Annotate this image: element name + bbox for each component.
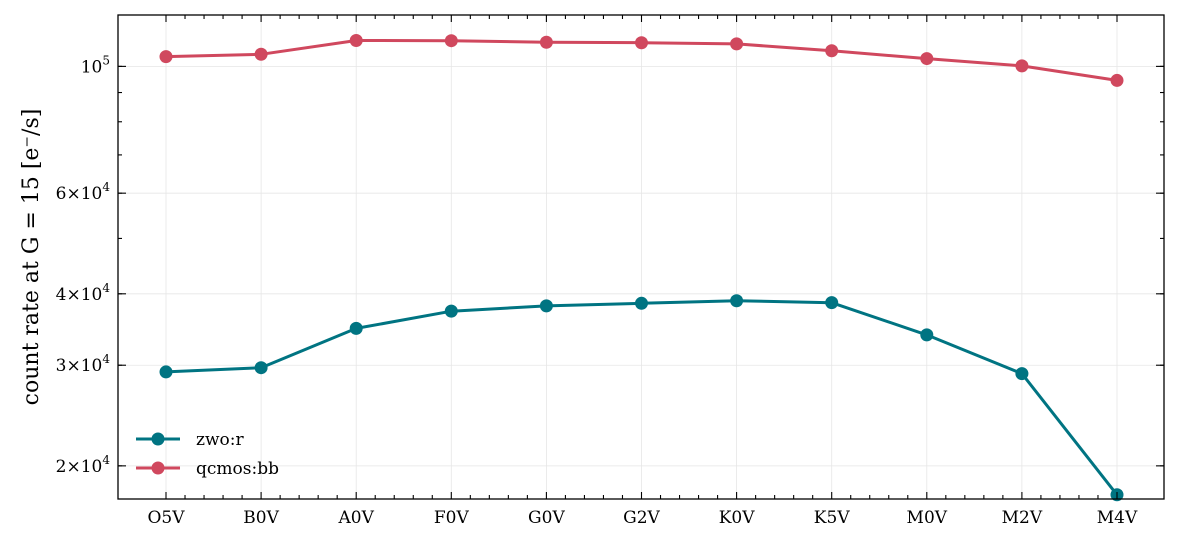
legend: zwo:r qcmos:bb (136, 430, 279, 479)
x-tick-label: K0V (719, 508, 756, 528)
data-point (825, 296, 839, 310)
data-point (920, 328, 934, 342)
x-tick-label: K5V (814, 508, 851, 528)
data-point (1015, 367, 1029, 381)
data-point (920, 52, 934, 66)
y-tick-label: 105 (81, 53, 110, 77)
x-tick-label: M4V (1097, 508, 1138, 528)
x-tick-label: M2V (1002, 508, 1043, 528)
y-tick-label: 6×104 (56, 180, 111, 204)
legend-marker (151, 461, 165, 475)
data-point (254, 361, 268, 375)
grid (118, 15, 1164, 499)
y-tick-label: 4×104 (56, 281, 111, 305)
legend-label: qcmos:bb (196, 459, 279, 479)
data-point (539, 299, 553, 313)
x-tick-label: O5V (147, 508, 185, 528)
data-point (444, 34, 458, 48)
x-tick-label: M0V (907, 508, 948, 528)
data-point (1110, 73, 1124, 87)
axis-ticks: O5V B0V A0V F0V G0V G2V K0V K5V M0V M2V M4V 2×104 3×… (56, 15, 1164, 528)
data-point (349, 321, 363, 335)
plot-frame (117, 14, 1165, 500)
data-point (1015, 59, 1029, 73)
data-point (730, 294, 744, 308)
data-point (159, 365, 173, 379)
data-point (159, 50, 173, 64)
data-point (825, 44, 839, 58)
x-tick-label: G0V (528, 508, 565, 528)
series-1 (159, 33, 1124, 87)
x-tick-label: F0V (434, 508, 470, 528)
data-point (730, 37, 744, 51)
x-tick-label: G2V (623, 508, 660, 528)
legend-marker (151, 432, 165, 446)
series-0 (159, 294, 1124, 502)
data-point (635, 36, 648, 50)
x-tick-label: A0V (338, 508, 375, 528)
x-tick-label: B0V (243, 508, 279, 528)
y-tick-label: 2×104 (56, 453, 111, 477)
data-point (444, 304, 458, 318)
data-point (254, 47, 268, 61)
data-point (349, 33, 363, 47)
series-layer (159, 33, 1124, 502)
y-axis-label: count rate at G = 15 [e⁻/s] (19, 109, 44, 406)
legend-label: zwo:r (196, 430, 244, 450)
y-tick-label: 3×104 (56, 352, 111, 376)
data-point (635, 296, 648, 310)
data-point (539, 35, 553, 49)
